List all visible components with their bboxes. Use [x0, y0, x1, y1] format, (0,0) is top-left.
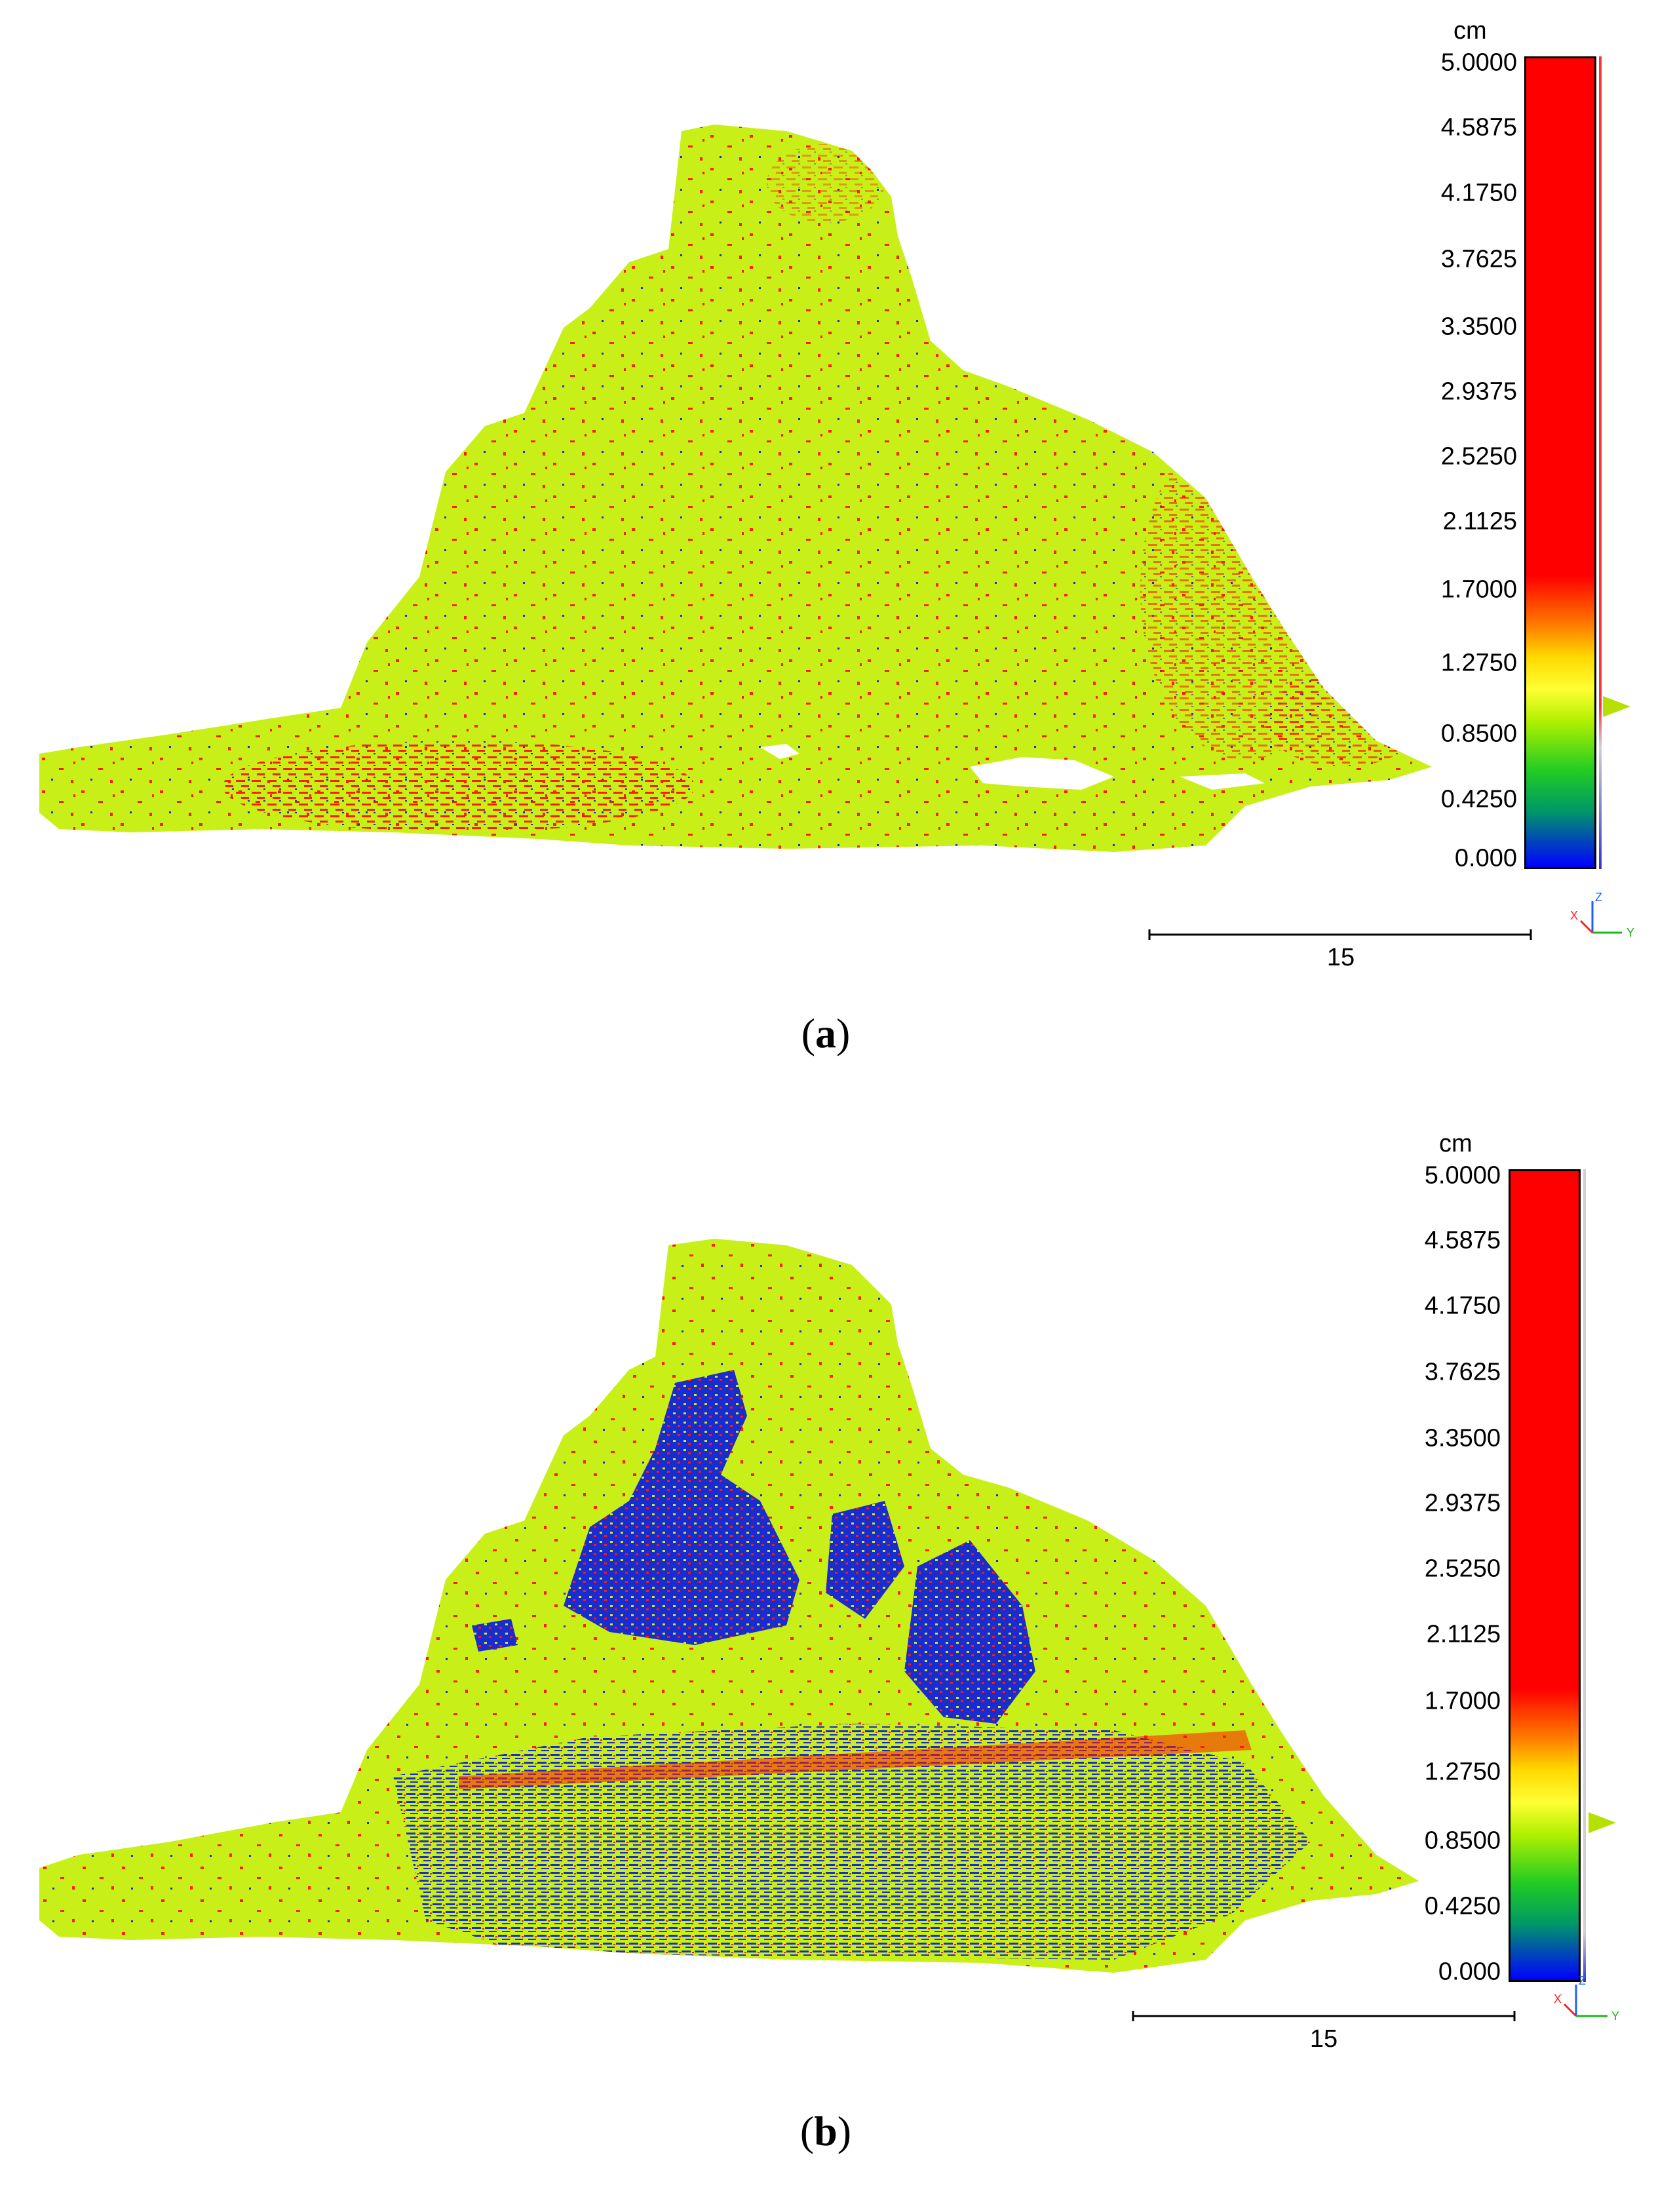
scale-label: 15 — [1309, 2025, 1338, 2053]
axis-triad-icon: Z X Y — [1570, 891, 1634, 939]
colorbar-tick: 1.2750 — [1440, 649, 1517, 677]
axis-x-label: X — [1570, 909, 1578, 922]
colorbar-tick: 2.1125 — [1426, 1620, 1501, 1648]
colorbar-tick: 0.4250 — [1440, 785, 1517, 813]
colorbar-ticks: 5.0000 4.5875 4.1750 3.7625 3.3500 2.937… — [1360, 1108, 1501, 2025]
point-cloud-b — [39, 1239, 1419, 1973]
colorbar-tick: 2.1125 — [1442, 507, 1517, 535]
colorbar-tick: 0.000 — [1454, 844, 1517, 872]
colorbar-ticks: 5.0000 4.5875 4.1750 3.7625 3.3500 2.937… — [1376, 0, 1517, 918]
colorbar-tick: 2.9375 — [1424, 1489, 1501, 1517]
colorbar-tick: 3.7625 — [1440, 245, 1517, 273]
axis-y-label: Y — [1611, 2009, 1619, 2023]
colorbar-tick: 2.5250 — [1424, 1555, 1501, 1583]
scale-label: 15 — [1326, 944, 1355, 971]
colorbar-tick: 1.7000 — [1424, 1687, 1501, 1715]
axis-x-label: X — [1554, 1992, 1562, 2006]
colorbar-tick: 4.1750 — [1424, 1292, 1501, 1320]
threshold-marker — [1603, 696, 1630, 717]
axis-y-label: Y — [1627, 926, 1634, 939]
threshold-marker — [1588, 1812, 1616, 1833]
axis-triad-icon: Z X Y — [1554, 1974, 1619, 2023]
colorbar — [1509, 1169, 1581, 1982]
colorbar-tick: 0.4250 — [1424, 1892, 1501, 1920]
axis-z-label: Z — [1579, 1974, 1586, 1987]
axis-z-label: Z — [1595, 891, 1602, 904]
colorbar-tick: 1.7000 — [1440, 575, 1517, 604]
colorbar-range-line — [1599, 56, 1602, 869]
panel-caption-b: (b) — [799, 2108, 852, 2154]
caption-letter: a — [815, 1010, 836, 1057]
colorbar-tick: 1.2750 — [1424, 1758, 1501, 1786]
colorbar-tick: 5.0000 — [1440, 49, 1517, 77]
panel-a: cm 5.0000 4.5875 4.1750 3.7625 3.3500 2.… — [39, 0, 1634, 1057]
point-cloud-a — [39, 125, 1432, 852]
scale-bar — [1148, 929, 1532, 940]
colorbar-tick: 3.3500 — [1440, 313, 1517, 341]
colorbar-tick: 2.9375 — [1440, 378, 1517, 406]
colorbar-unit: cm — [1439, 1130, 1473, 1157]
colorbar-tick: 2.5250 — [1440, 442, 1517, 471]
colorbar-tick: 4.5875 — [1424, 1226, 1501, 1254]
colorbar-tick: 4.5875 — [1440, 113, 1517, 142]
panel-b: cm 5.0000 4.5875 4.1750 3.7625 3.3500 2.… — [0, 1108, 1675, 2212]
panel-caption-a: (a) — [801, 1010, 851, 1057]
colorbar-tick: 0.8500 — [1424, 1827, 1501, 1855]
caption-letter: b — [814, 2108, 838, 2154]
colorbar-tick: 0.8500 — [1440, 720, 1517, 748]
colorbar-tick: 5.0000 — [1424, 1161, 1501, 1190]
colorbar — [1524, 56, 1596, 869]
colorbar-tick: 0.000 — [1438, 1958, 1501, 1986]
colorbar-tick: 3.3500 — [1424, 1424, 1501, 1452]
colorbar-range-line — [1583, 1169, 1586, 1982]
scale-bar — [1132, 2011, 1516, 2021]
colorbar-tick: 3.7625 — [1424, 1358, 1501, 1386]
colorbar-unit: cm — [1454, 17, 1487, 45]
colorbar-tick: 4.1750 — [1440, 179, 1517, 207]
